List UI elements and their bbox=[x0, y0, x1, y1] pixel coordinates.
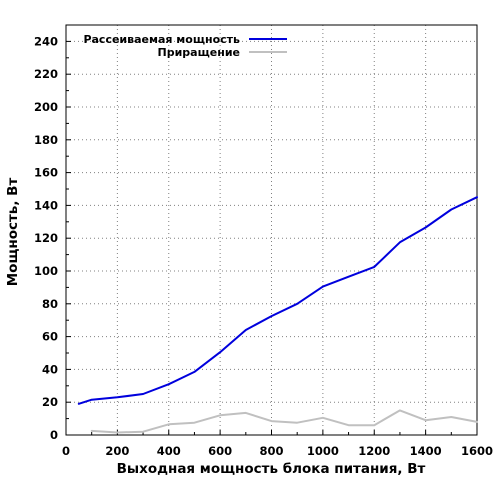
y-tick-label: 0 bbox=[50, 428, 58, 442]
x-tick-label: 200 bbox=[105, 444, 129, 458]
y-axis-title: Мощность, Вт bbox=[5, 178, 21, 287]
y-tick-label: 240 bbox=[34, 34, 58, 48]
y-tick-label: 220 bbox=[34, 67, 58, 81]
x-tick-label: 1200 bbox=[358, 444, 390, 458]
x-tick-label: 0 bbox=[62, 444, 70, 458]
y-tick-label: 160 bbox=[34, 166, 58, 180]
x-tick-label: 1000 bbox=[307, 444, 339, 458]
x-tick-label: 1400 bbox=[410, 444, 442, 458]
y-tick-label: 140 bbox=[34, 198, 58, 212]
y-tick-label: 120 bbox=[34, 231, 58, 245]
x-tick-label: 800 bbox=[259, 444, 283, 458]
y-tick-label: 80 bbox=[42, 297, 58, 311]
x-axis-title: Выходная мощность блока питания, Вт bbox=[117, 461, 426, 477]
y-tick-label: 60 bbox=[42, 330, 58, 344]
x-tick-label: 600 bbox=[208, 444, 232, 458]
legend-label: Приращение bbox=[158, 46, 240, 59]
grid bbox=[66, 25, 477, 435]
y-tick-label: 20 bbox=[42, 395, 58, 409]
y-tick-label: 100 bbox=[34, 264, 58, 278]
x-tick-label: 400 bbox=[157, 444, 181, 458]
y-tick-label: 180 bbox=[34, 133, 58, 147]
y-tick-label: 200 bbox=[34, 100, 58, 114]
x-tick-label: 1600 bbox=[461, 444, 493, 458]
series-layer bbox=[77, 196, 478, 434]
series-line bbox=[90, 409, 478, 434]
axes: 0 200 400 600 800 1000 1200 1400 1600 0 20 40 60 80 10… bbox=[34, 24, 493, 458]
y-tick-label: 40 bbox=[42, 362, 58, 376]
series-line bbox=[77, 196, 478, 405]
legend-label: Рассеиваемая мощность bbox=[83, 33, 240, 46]
